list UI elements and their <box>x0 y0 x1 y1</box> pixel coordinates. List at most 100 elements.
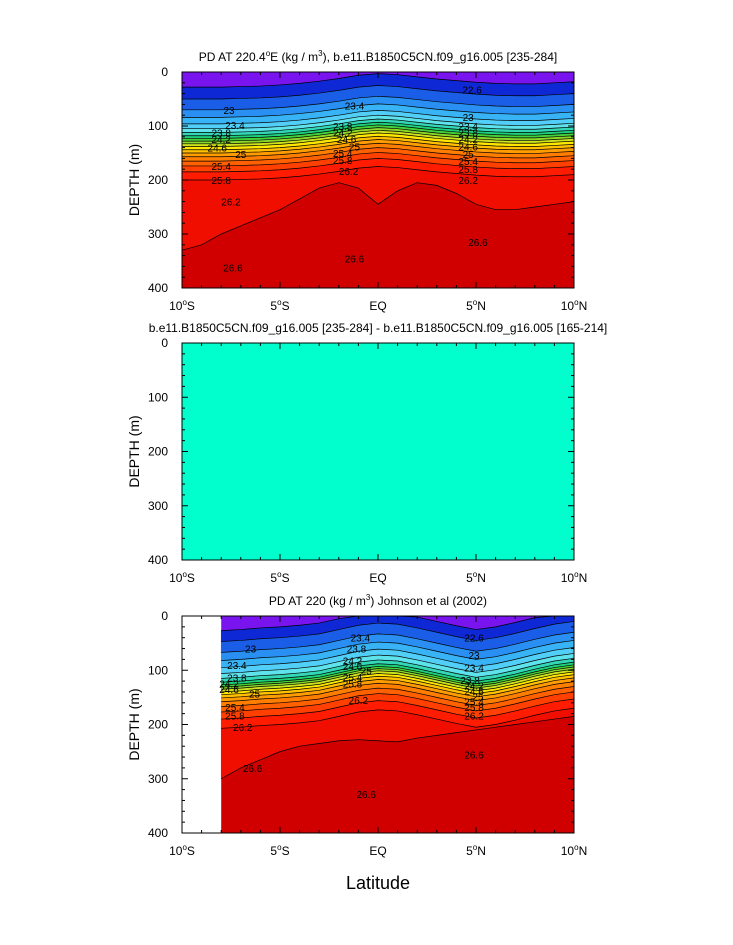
contour-label: 25 <box>249 690 261 701</box>
contour-line-26.6 <box>182 182 574 251</box>
panel-title: PD AT 220 (kg / m3) Johnson et al (2002) <box>269 593 487 608</box>
x-axis: 10oS 5oS EQ 5oN 10oN <box>169 343 587 585</box>
contour-label: 24.6 <box>219 685 239 696</box>
contour-label: 23.4 <box>345 101 365 112</box>
contour-line-26.2 <box>182 166 574 181</box>
contour-line-23.2 <box>221 640 574 661</box>
contour-label: 24.2 <box>458 135 478 146</box>
contour-line-23.8 <box>182 118 574 133</box>
contour-label: 23 <box>468 651 480 662</box>
x-tick-label: 5oS <box>270 570 289 585</box>
contour-label: 26.6 <box>357 790 377 801</box>
panel-top-model-density: 2323.423.824.224.62525.425.826.226.623.4… <box>126 49 587 313</box>
y-axis: 0 100 200 300 400 <box>148 336 574 567</box>
y-axis: 0 100 200 300 400 <box>148 65 574 295</box>
figure-x-axis-label: Latitude <box>346 873 410 893</box>
contour-label: 26.2 <box>458 176 478 187</box>
contour-line-24.8 <box>221 671 574 693</box>
y-tick-label: 300 <box>148 227 168 241</box>
contour-label: 25 <box>472 692 484 703</box>
contour-line-25.6 <box>221 686 574 707</box>
x-tick-label: 10oN <box>561 298 587 313</box>
contour-label: 26.2 <box>464 711 484 722</box>
contour-line-24.0 <box>182 121 574 137</box>
contour-line-25.4 <box>182 142 574 158</box>
x-tick-label: 5oS <box>270 843 289 858</box>
y-tick-label: 0 <box>161 609 168 623</box>
contour-line-23.2 <box>182 103 574 118</box>
x-tick-label: 5oN <box>466 843 486 858</box>
y-tick-label: 300 <box>148 499 168 513</box>
contour-line-24.4 <box>221 666 574 688</box>
y-tick-label: 400 <box>148 826 168 840</box>
contour-label: 24.2 <box>464 681 484 692</box>
panel-title: b.e11.B1850C5CN.f09_g16.005 [235-284] - … <box>149 321 608 335</box>
contour-label: 25.8 <box>225 711 245 722</box>
contour-label: 25.8 <box>211 176 231 187</box>
y-tick-label: 200 <box>148 445 168 459</box>
contour-label: 23.4 <box>458 122 478 133</box>
contour-label: 24.2 <box>219 679 239 690</box>
x-tick-label: 10oS <box>169 843 195 858</box>
contour-label: 25 <box>349 143 361 154</box>
x-axis: 10oS 5oS EQ 5oN 10oN <box>169 616 587 858</box>
x-tick-label: 5oS <box>270 298 289 313</box>
y-tick-label: 100 <box>148 390 168 404</box>
contour-label: 22.6 <box>462 85 482 96</box>
contour-label: 25 <box>361 666 373 677</box>
contour-label: 25.4 <box>225 703 245 714</box>
contour-label: 23.4 <box>464 664 484 675</box>
panel-title: PD AT 220.4oE (kg / m3), b.e11.B1850C5CN… <box>199 49 557 64</box>
contour-band-26.6 <box>182 182 574 288</box>
contour-label: 25.4 <box>211 162 231 173</box>
contour-line-26.0 <box>221 698 574 720</box>
x-tick-label: 5oN <box>466 298 486 313</box>
y-tick-label: 200 <box>148 718 168 732</box>
contour-label: 26.6 <box>464 750 484 761</box>
y-axis-label: DEPTH (m) <box>126 144 142 216</box>
contour-label: 26.2 <box>233 723 253 734</box>
contour-label: 26.6 <box>345 254 365 265</box>
x-tick-label: 10oN <box>561 570 587 585</box>
filled-contours <box>182 72 574 288</box>
contour-band-26.6 <box>221 716 574 833</box>
contour-line-23.6 <box>182 114 574 130</box>
contour-label: 23 <box>223 106 235 117</box>
contour-label: 24.2 <box>211 135 231 146</box>
contour-line-24.4 <box>182 127 574 142</box>
contour-label: 24.6 <box>464 687 484 698</box>
contour-label: 24.6 <box>337 135 357 146</box>
contour-line-25.0 <box>182 135 574 151</box>
y-tick-label: 300 <box>148 772 168 786</box>
contour-line-23.0 <box>182 95 574 111</box>
contour-label: 25.8 <box>464 703 484 714</box>
contour-label: 25.4 <box>464 698 484 709</box>
contour-lines <box>182 73 574 251</box>
contour-label: 25.4 <box>343 673 363 684</box>
contour-label: 25.8 <box>333 156 353 167</box>
x-tick-label: EQ <box>369 299 386 313</box>
contour-line-25.2 <box>221 677 574 699</box>
contour-line-23.6 <box>221 653 574 674</box>
contour-label: 26.2 <box>339 167 359 178</box>
contour-label: 23.8 <box>458 128 478 139</box>
contour-label: 23.4 <box>225 121 245 132</box>
contour-line-24.8 <box>182 132 574 147</box>
y-tick-label: 100 <box>148 663 168 677</box>
contour-line-23.4 <box>221 647 574 668</box>
contour-label: 23.8 <box>347 645 367 656</box>
contour-line-24.6 <box>182 129 574 145</box>
contour-label: 24.6 <box>458 143 478 154</box>
contour-line-24.2 <box>221 664 574 686</box>
y-tick-label: 200 <box>148 173 168 187</box>
x-tick-label: EQ <box>369 571 386 585</box>
contour-label: 24.2 <box>343 656 363 667</box>
contour-line-23.0 <box>221 631 574 653</box>
x-tick-label: 10oN <box>561 843 587 858</box>
y-tick-label: 0 <box>161 65 168 79</box>
contour-line-24.0 <box>221 661 574 683</box>
contour-line-24.2 <box>182 124 574 139</box>
contour-label: 25.4 <box>458 157 478 168</box>
contour-line-25.4 <box>221 681 574 703</box>
